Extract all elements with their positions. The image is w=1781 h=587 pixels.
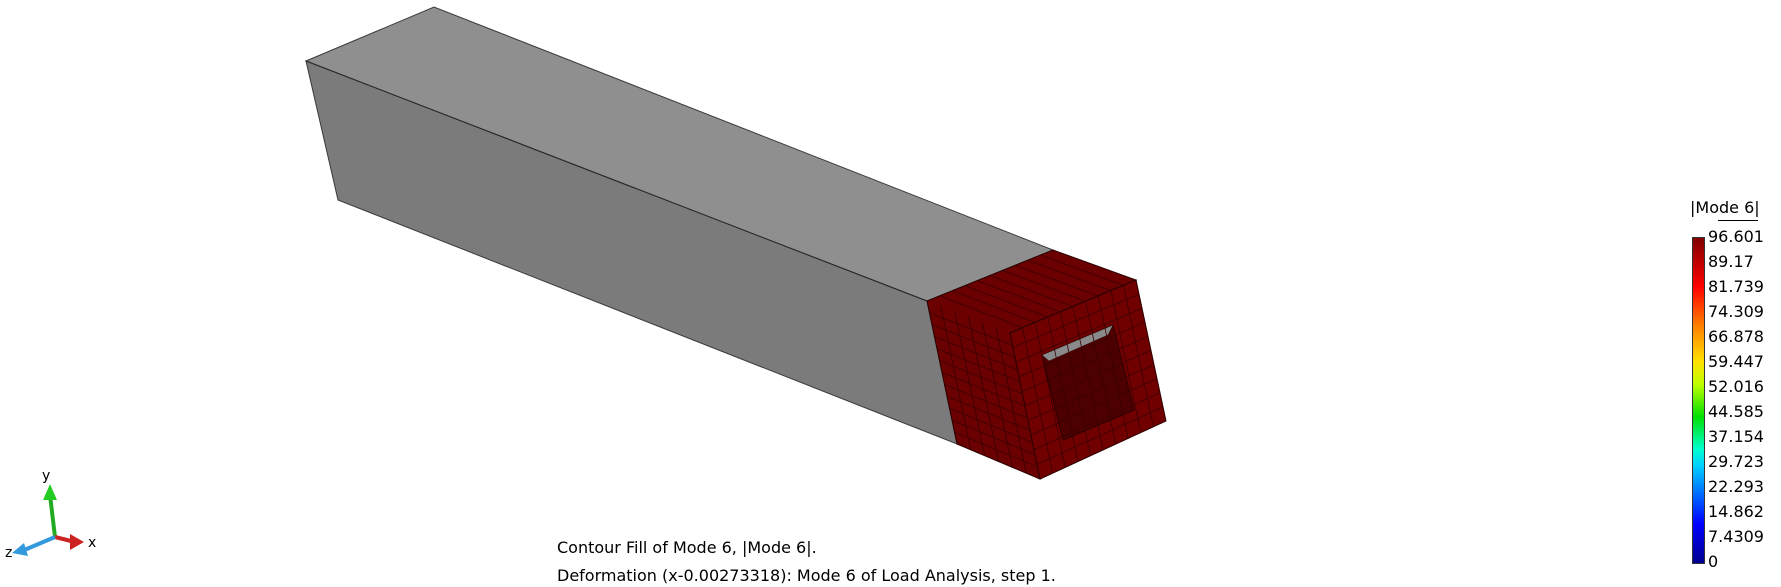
legend-value: 37.154	[1708, 427, 1764, 446]
triad-x-label: x	[88, 535, 96, 551]
legend-value: 74.309	[1708, 302, 1764, 321]
legend-title: |Mode 6|	[1690, 198, 1760, 217]
legend-value: 29.723	[1708, 452, 1764, 471]
legend-value: 22.293	[1708, 477, 1764, 496]
triad-z-label: z	[5, 545, 12, 561]
legend-value: 14.862	[1708, 502, 1764, 521]
legend-colorbar	[1692, 237, 1705, 564]
caption-line-2: Deformation (x-0.00273318): Mode 6 of Lo…	[557, 566, 1056, 585]
triad-y-axis	[48, 494, 57, 538]
legend-value: 89.17	[1708, 252, 1754, 271]
beam-edge	[305, 60, 928, 302]
mesh-lines	[929, 254, 1164, 474]
legend-value: 0	[1708, 552, 1719, 571]
caption-line-1: Contour Fill of Mode 6, |Mode 6|.	[557, 538, 817, 557]
legend-labels: 96.601 89.17 81.739 74.309 66.878 59.447 52.01…	[1708, 227, 1778, 571]
end-face-group	[926, 249, 1167, 480]
end-inner-wall	[1041, 324, 1114, 362]
legend-value: 7.4309	[1708, 527, 1764, 546]
triad-y-label: y	[42, 468, 50, 484]
legend-value: 59.447	[1708, 352, 1764, 371]
triad-y-arrow	[43, 484, 57, 500]
legend-value: 44.585	[1708, 402, 1764, 421]
triad-x-arrow	[70, 534, 84, 550]
legend-value: 81.739	[1708, 277, 1764, 296]
legend-value: 96.601	[1708, 227, 1764, 246]
axis-triad: y x z	[5, 468, 96, 561]
legend-value: 52.016	[1708, 377, 1764, 396]
triad-z-axis	[21, 535, 56, 553]
legend-title-underline	[1718, 220, 1758, 221]
triad-z-arrow	[12, 543, 28, 556]
legend-value: 66.878	[1708, 327, 1764, 346]
